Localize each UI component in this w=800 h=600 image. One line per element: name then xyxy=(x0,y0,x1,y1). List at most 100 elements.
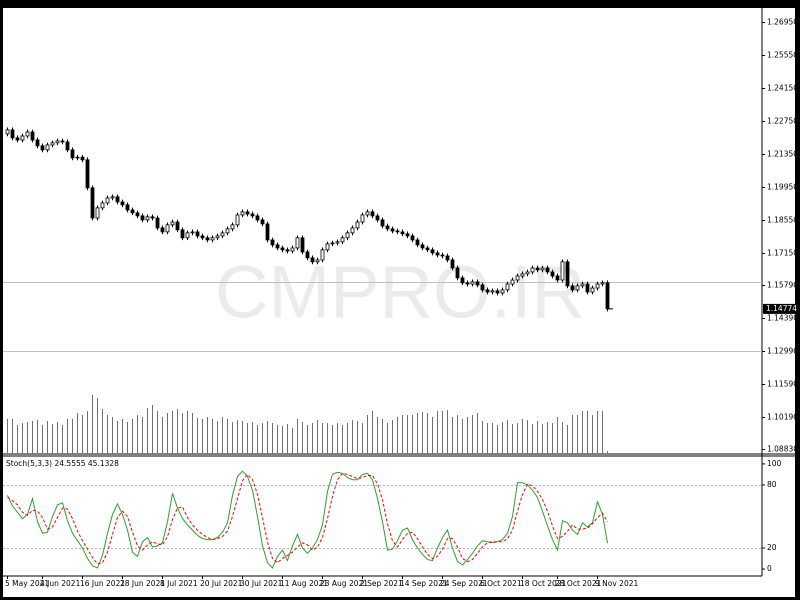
candle-body xyxy=(235,214,240,226)
candle-body xyxy=(550,271,555,277)
candle-body xyxy=(435,252,440,256)
candle-body xyxy=(180,229,185,239)
candle-body xyxy=(135,212,140,217)
candle-body xyxy=(335,241,340,244)
candle-body xyxy=(105,197,110,204)
candle-body xyxy=(300,237,305,253)
d-value: 45.1328 xyxy=(88,459,119,468)
candle-body xyxy=(390,228,395,232)
candle-body xyxy=(90,187,95,219)
candle-body xyxy=(65,141,70,151)
candle-body xyxy=(290,247,295,252)
candle-body xyxy=(425,247,430,251)
candle-body xyxy=(565,261,570,287)
candle-body xyxy=(470,281,475,285)
x-tick-label: 5 May 2021 xyxy=(5,579,49,588)
candle-body xyxy=(10,129,15,139)
y-tick-label: 1.10190 xyxy=(767,413,798,422)
candle-body xyxy=(340,237,345,243)
candle-body xyxy=(230,224,235,230)
candle-body xyxy=(240,211,245,216)
candle-body xyxy=(100,202,105,209)
candle-body xyxy=(600,282,605,285)
candle-body xyxy=(165,224,170,233)
candle-body xyxy=(405,233,410,237)
candle-body xyxy=(75,156,80,159)
candle-body xyxy=(370,211,375,217)
candle-body xyxy=(575,285,580,291)
candle-body xyxy=(415,239,420,246)
indicator-name: Stoch(5,3,3) xyxy=(6,459,52,468)
current-price-box xyxy=(763,303,795,314)
candle-body xyxy=(400,231,405,235)
chart-background xyxy=(3,8,795,597)
candle-body xyxy=(285,249,290,252)
indicator-label: Stoch(5,3,3) 24.5555 45.1328 xyxy=(6,459,119,468)
candle-body xyxy=(315,259,320,263)
candle-body xyxy=(440,254,445,257)
candle-body xyxy=(215,235,220,239)
y-tick-label: 1.14390 xyxy=(767,314,798,323)
candle-body xyxy=(445,255,450,261)
candle-body xyxy=(155,217,160,229)
candle-body xyxy=(500,289,505,294)
y-tick-label: 1.26950 xyxy=(767,18,798,27)
candle-body xyxy=(385,225,390,230)
candle-body xyxy=(115,196,120,203)
candle-body xyxy=(355,221,360,229)
candle-body xyxy=(160,227,165,233)
candle-body xyxy=(465,282,470,285)
candle-body xyxy=(330,242,335,245)
candle-body xyxy=(480,284,485,291)
candle-body xyxy=(375,215,380,221)
candle-body xyxy=(555,275,560,281)
candle-body xyxy=(310,257,315,263)
y-tick-label: 1.15790 xyxy=(767,281,798,290)
candle-body xyxy=(505,283,510,291)
y-tick-label: 1.21350 xyxy=(767,150,798,159)
candle-body xyxy=(430,249,435,254)
x-tick-label: 16 Jun 2021 xyxy=(80,579,125,588)
x-tick-label: 2 Sep 2021 xyxy=(360,579,403,588)
x-tick-label: 20 Jul 2021 xyxy=(200,579,243,588)
y-tick-label: 20 xyxy=(767,543,777,552)
x-tick-label: 8 Jul 2021 xyxy=(160,579,198,588)
candle-body xyxy=(55,140,60,144)
x-tick-label: 28 Jun 2021 xyxy=(120,579,165,588)
candle-body xyxy=(145,216,150,221)
candle-body xyxy=(110,196,115,199)
x-tick-label: 28 Oct 2021 xyxy=(555,579,602,588)
y-tick-label: 1.11590 xyxy=(767,380,798,389)
candle-body xyxy=(380,219,385,227)
x-tick-label: 4 Jun 2021 xyxy=(40,579,81,588)
candle-body xyxy=(200,235,205,239)
candle-body xyxy=(595,283,600,289)
candle-body xyxy=(485,289,490,293)
candle-body xyxy=(570,285,575,291)
candle-body xyxy=(220,232,225,237)
candle-body xyxy=(450,259,455,269)
candle-body xyxy=(580,283,585,287)
x-tick-label: 30 Jul 2021 xyxy=(240,579,283,588)
y-tick-label: 1.17150 xyxy=(767,249,798,258)
candle-body xyxy=(140,215,145,221)
candle-body xyxy=(70,149,75,159)
candle-body xyxy=(590,287,595,293)
y-tick-label: 1.08830 xyxy=(767,445,798,454)
candle-body xyxy=(15,137,20,141)
candle-body xyxy=(260,219,265,225)
candle-body xyxy=(150,216,155,219)
candle-body xyxy=(520,273,525,277)
candle-body xyxy=(245,211,250,215)
x-tick-label: 24 Sep 2021 xyxy=(440,579,488,588)
candle-body xyxy=(130,209,135,214)
candle-body xyxy=(85,159,90,189)
candle-body xyxy=(170,221,175,226)
candle-body xyxy=(175,221,180,231)
y-tick-label: 1.25550 xyxy=(767,51,798,60)
candle-body xyxy=(345,232,350,239)
candle-body xyxy=(265,223,270,241)
candle-body xyxy=(225,228,230,234)
candle-body xyxy=(40,145,45,151)
candle-body xyxy=(295,237,300,249)
